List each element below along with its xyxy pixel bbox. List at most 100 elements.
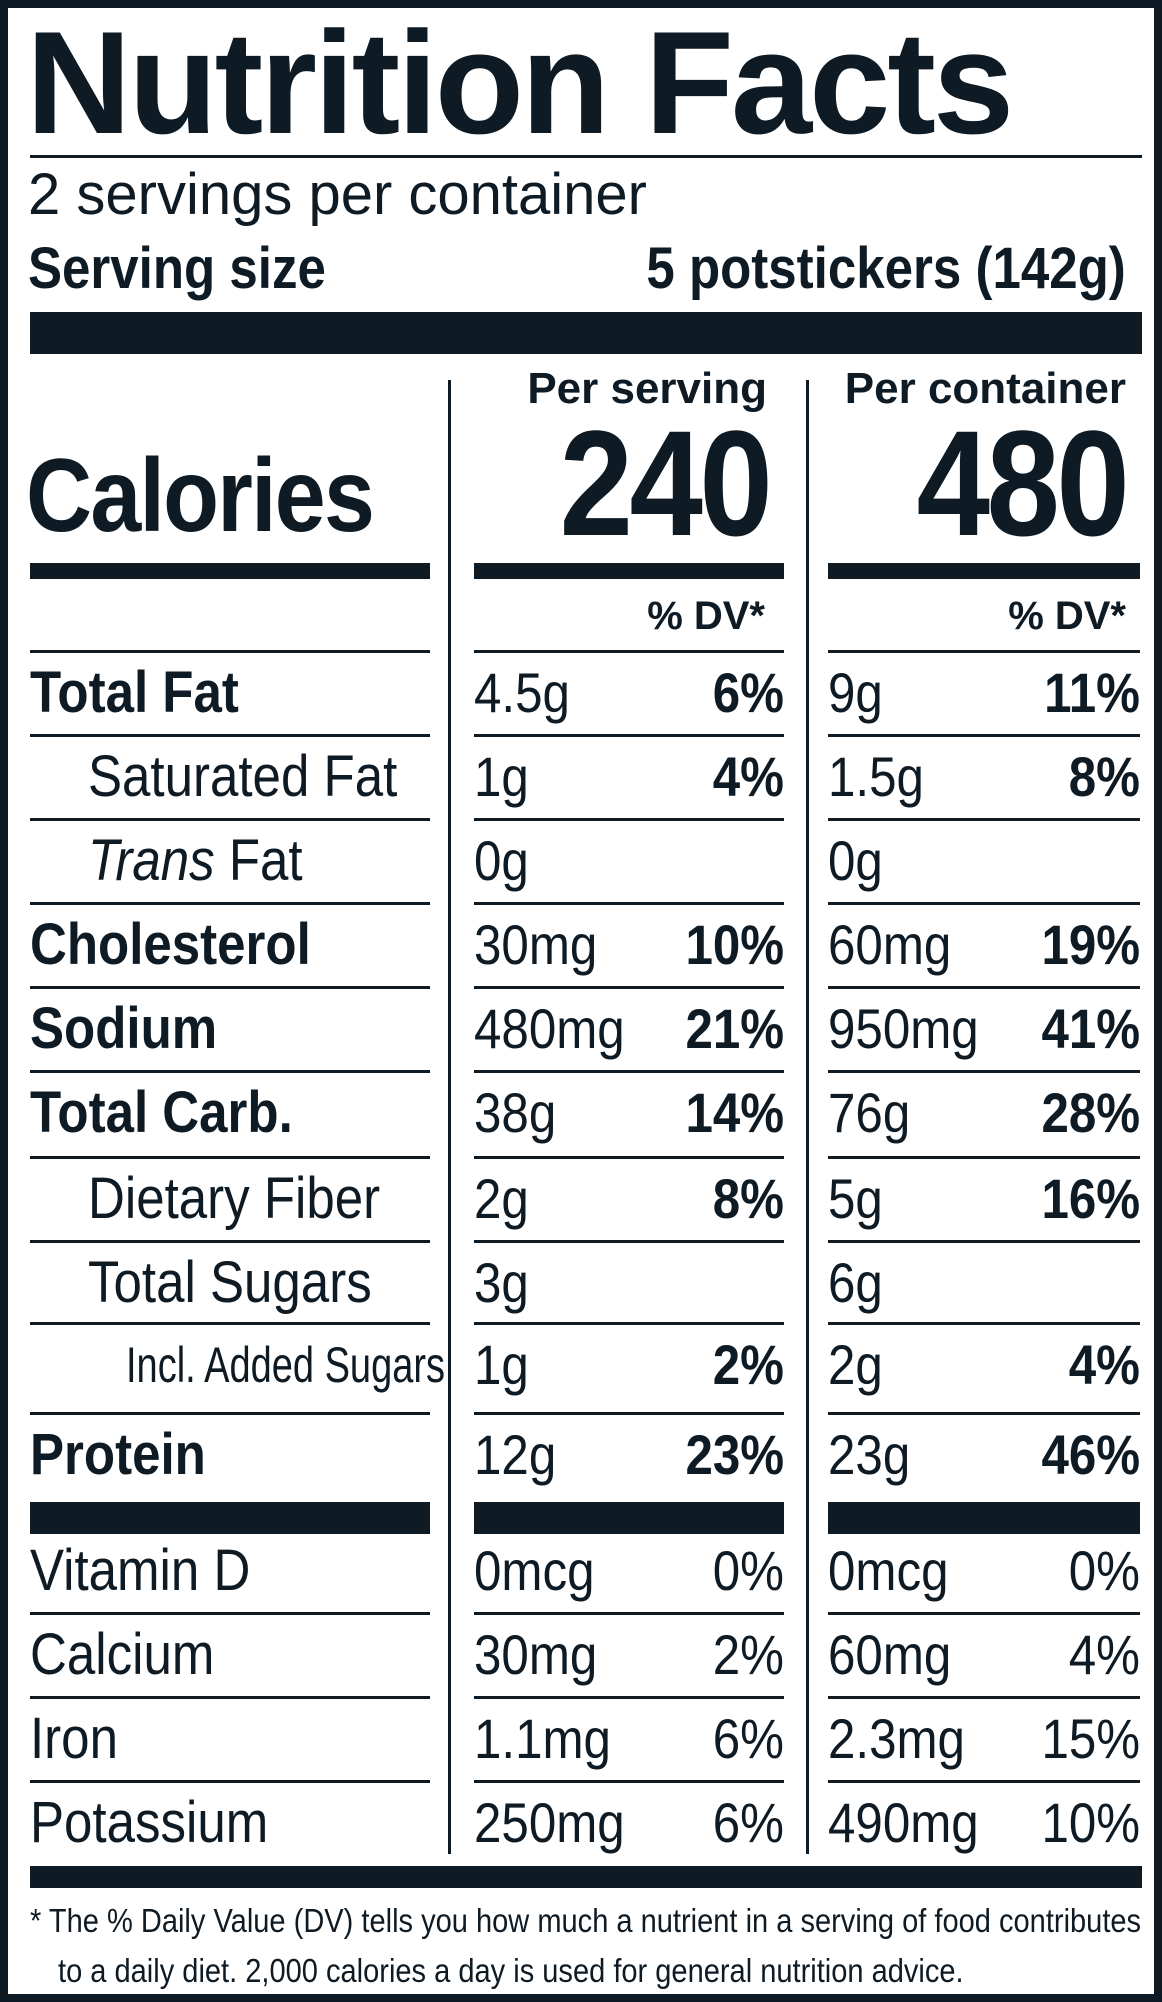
nutrient-name: Trans Fat [88, 828, 303, 893]
nutrient-name: Incl. Added Sugars [126, 1337, 445, 1393]
container-amount: 950mg [828, 997, 979, 1060]
nutrient-name: Potassium [30, 1790, 269, 1855]
serving-amount: 4.5g [474, 661, 570, 724]
row-separator [474, 1780, 784, 1783]
row-separator [474, 1070, 784, 1073]
nutrient-name: Calcium [30, 1622, 215, 1687]
protein-vitamin-bar [474, 1502, 784, 1534]
row-separator [474, 650, 784, 653]
serving-dv: 21% [685, 997, 784, 1060]
row-separator [828, 1612, 1140, 1615]
calories-per-container: 480 [916, 399, 1129, 567]
nutrient-name: Protein [30, 1422, 206, 1487]
nutrient-name: Saturated Fat [88, 744, 398, 809]
label-title: Nutrition Facts [26, 1, 1014, 164]
row-separator [474, 986, 784, 989]
row-separator [474, 734, 784, 737]
serving-amount: 0mcg [474, 1539, 595, 1602]
protein-vitamin-bar [30, 1502, 430, 1534]
serving-amount: 250mg [474, 1791, 625, 1854]
serving-dv: 2% [712, 1333, 784, 1396]
serving-dv: 8% [712, 1167, 784, 1230]
row-separator [828, 1780, 1140, 1783]
title-divider [30, 155, 1142, 158]
servings-per-container: 2 servings per container [28, 162, 647, 227]
row-separator [30, 1240, 430, 1243]
row-separator [474, 1696, 784, 1699]
serving-dv: 6% [712, 661, 784, 724]
row-separator [828, 1240, 1140, 1243]
serving-dv: 23% [685, 1423, 784, 1486]
serving-size-value: 5 potstickers (142g) [646, 236, 1126, 301]
nutrient-name: Total Fat [30, 660, 239, 725]
container-amount: 1.5g [828, 745, 924, 808]
row-separator [828, 1156, 1140, 1159]
row-separator [474, 1240, 784, 1243]
nutrient-name: Total Sugars [88, 1250, 372, 1315]
serving-dv: 6% [712, 1791, 784, 1854]
container-dv: 11% [1044, 661, 1140, 724]
row-separator [474, 818, 784, 821]
serving-size-label: Serving size [28, 236, 326, 301]
row-separator [828, 650, 1140, 653]
dv-header-container: % DV* [1008, 594, 1126, 638]
dv-header-serving: % DV* [647, 594, 765, 638]
serving-amount: 30mg [474, 1623, 598, 1686]
container-dv: 46% [1041, 1423, 1140, 1486]
serving-amount: 12g [474, 1423, 557, 1486]
row-separator [474, 902, 784, 905]
footnote-line-2: to a daily diet. 2,000 calories a day is… [58, 1952, 964, 1989]
serving-dv: 10% [685, 913, 784, 976]
row-separator [30, 818, 430, 821]
row-separator [30, 1412, 430, 1415]
container-dv: 19% [1041, 913, 1140, 976]
protein-vitamin-bar [828, 1502, 1140, 1534]
row-separator [30, 902, 430, 905]
serving-dv: 0% [712, 1539, 784, 1602]
container-amount: 6g [828, 1251, 883, 1314]
per-serving-header: Per serving [527, 364, 767, 413]
serving-amount: 1g [474, 745, 529, 808]
serving-amount: 1.1mg [474, 1707, 611, 1770]
row-separator [474, 1412, 784, 1415]
row-separator [30, 1696, 430, 1699]
column-divider-2 [806, 380, 809, 1854]
container-amount: 0mcg [828, 1539, 949, 1602]
row-separator [30, 734, 430, 737]
row-separator [828, 1412, 1140, 1415]
row-separator [828, 1322, 1140, 1325]
container-dv: 8% [1068, 745, 1140, 808]
nutrient-name: Iron [30, 1706, 118, 1771]
serving-amount: 0g [474, 829, 529, 892]
row-separator [30, 1780, 430, 1783]
row-separator [828, 818, 1140, 821]
container-amount: 9g [828, 661, 883, 724]
serving-dv: 2% [712, 1623, 784, 1686]
row-separator [30, 1612, 430, 1615]
row-separator [828, 986, 1140, 989]
row-separator [474, 1322, 784, 1325]
row-separator [474, 1612, 784, 1615]
container-amount: 23g [828, 1423, 911, 1486]
calories-bar-name [30, 563, 430, 579]
container-amount: 490mg [828, 1791, 979, 1854]
serving-dv: 14% [685, 1081, 784, 1144]
thick-divider-top [30, 312, 1142, 354]
serving-dv: 4% [712, 745, 784, 808]
container-amount: 60mg [828, 913, 952, 976]
row-separator [828, 734, 1140, 737]
container-amount: 0g [828, 829, 883, 892]
calories-bar-container [828, 563, 1140, 579]
per-container-header: Per container [844, 364, 1126, 413]
container-amount: 60mg [828, 1623, 952, 1686]
row-separator [474, 1156, 784, 1159]
calories-bar-serving [474, 563, 784, 579]
container-dv: 16% [1041, 1167, 1140, 1230]
nutrient-name: Cholesterol [30, 912, 311, 977]
nutrient-name: Sodium [30, 996, 218, 1061]
container-dv: 15% [1041, 1707, 1140, 1770]
nutrient-name: Dietary Fiber [88, 1166, 381, 1231]
serving-amount: 1g [474, 1333, 529, 1396]
serving-amount: 30mg [474, 913, 598, 976]
